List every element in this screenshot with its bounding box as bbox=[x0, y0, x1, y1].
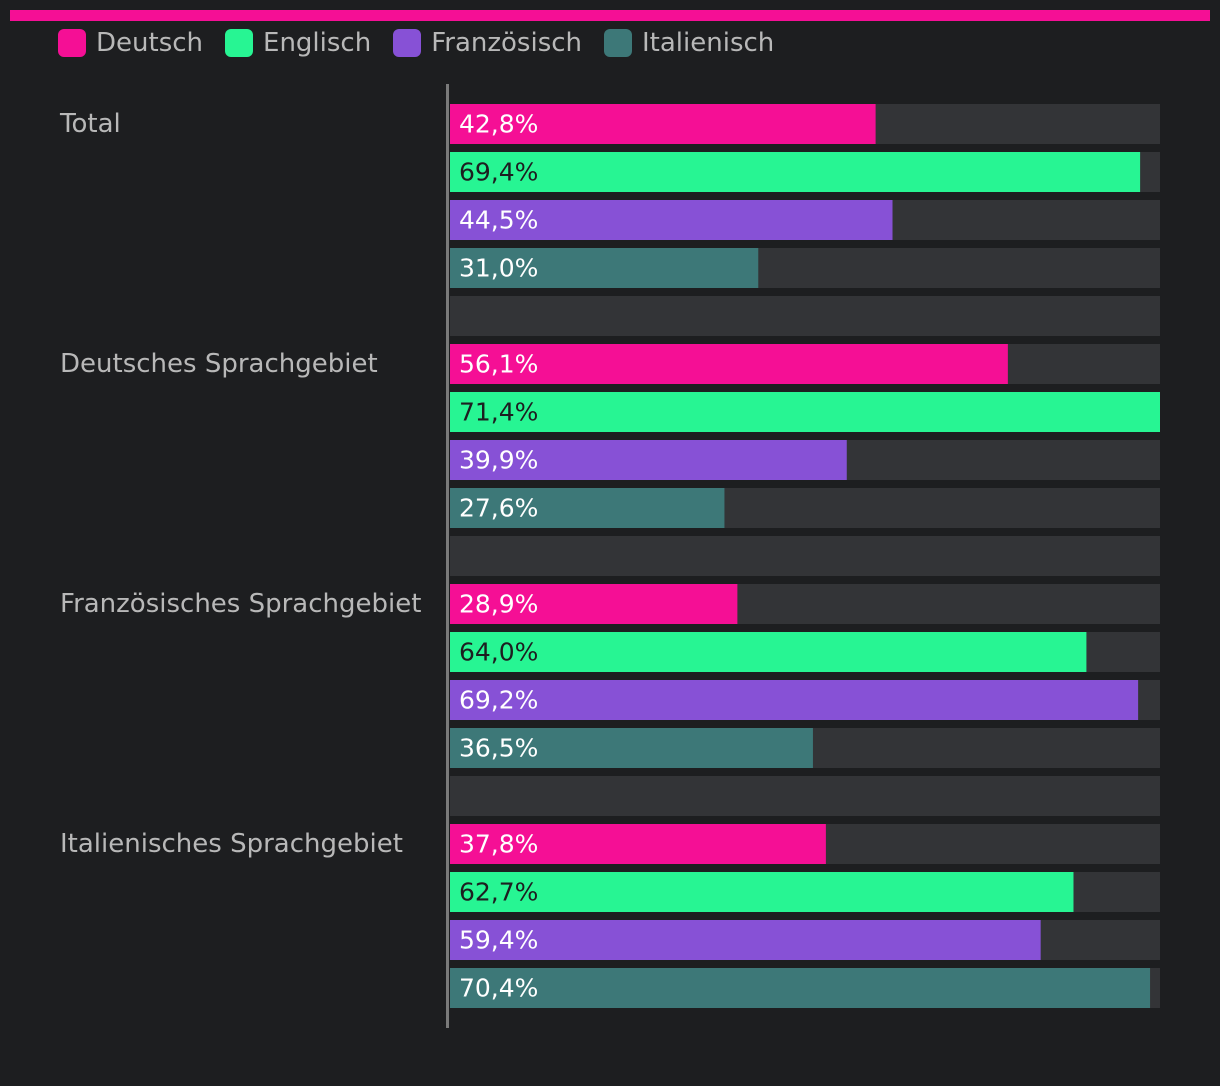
legend-swatch bbox=[58, 29, 86, 57]
bar-englisch-0 bbox=[450, 152, 1141, 192]
data-label: 37,8% bbox=[459, 830, 538, 859]
y-axis-line bbox=[446, 84, 449, 1028]
legend-swatch bbox=[604, 29, 633, 57]
bar-französisch-1 bbox=[450, 440, 847, 480]
data-label: 44,5% bbox=[459, 206, 538, 235]
data-label: 69,2% bbox=[459, 686, 538, 715]
data-label: 28,9% bbox=[459, 590, 538, 619]
legend-swatch bbox=[225, 29, 254, 57]
bar-französisch-0 bbox=[450, 200, 893, 240]
bar-deutsch-3 bbox=[450, 824, 826, 864]
bar-deutsch-0 bbox=[450, 104, 876, 144]
bar-englisch-1 bbox=[450, 392, 1160, 432]
data-label: 56,1% bbox=[459, 350, 538, 379]
legend-item-2: Französisch bbox=[393, 28, 582, 58]
bar-französisch-2 bbox=[450, 680, 1139, 720]
bar-englisch-3 bbox=[450, 872, 1074, 912]
legend-item-1: Englisch bbox=[225, 28, 371, 58]
legend-swatch bbox=[393, 29, 422, 57]
bar-deutsch-1 bbox=[450, 344, 1008, 384]
data-label: 27,6% bbox=[459, 494, 538, 523]
category-label: Italienisches Sprachgebiet bbox=[60, 829, 403, 859]
data-label: 69,4% bbox=[459, 158, 538, 187]
bar-track bbox=[450, 296, 1160, 336]
bar-track bbox=[450, 536, 1160, 576]
legend-item-0: Deutsch bbox=[58, 28, 203, 58]
data-label: 62,7% bbox=[459, 878, 538, 907]
data-label: 71,4% bbox=[459, 398, 538, 427]
legend-label: Deutsch bbox=[96, 28, 204, 58]
category-label: Total bbox=[59, 109, 121, 139]
legend: Deutsch Englisch Französisch Italienisch bbox=[58, 27, 774, 59]
data-label: 39,9% bbox=[459, 446, 538, 475]
bar-italienisch-0 bbox=[450, 248, 759, 288]
data-label: 64,0% bbox=[459, 638, 538, 667]
legend-label: Französisch bbox=[431, 28, 583, 58]
data-label: 70,4% bbox=[459, 974, 538, 1003]
data-label: 59,4% bbox=[459, 926, 538, 955]
category-label: Deutsches Sprachgebiet bbox=[60, 349, 378, 379]
bar-italienisch-2 bbox=[450, 728, 813, 768]
bar-deutsch-2 bbox=[450, 584, 738, 624]
bar-track bbox=[450, 776, 1160, 816]
bar-italienisch-3 bbox=[450, 968, 1151, 1008]
legend-label: Englisch bbox=[263, 28, 372, 58]
bar-englisch-2 bbox=[450, 632, 1087, 672]
bar-französisch-3 bbox=[450, 920, 1041, 960]
accent-top-bar bbox=[10, 10, 1210, 21]
legend-item-3: Italienisch bbox=[604, 28, 774, 58]
data-label: 42,8% bbox=[459, 110, 538, 139]
category-label: Französisches Sprachgebiet bbox=[60, 589, 421, 619]
data-label: 36,5% bbox=[459, 734, 538, 763]
bar-italienisch-1 bbox=[450, 488, 725, 528]
data-label: 31,0% bbox=[459, 254, 538, 283]
legend-label: Italienisch bbox=[642, 28, 775, 58]
